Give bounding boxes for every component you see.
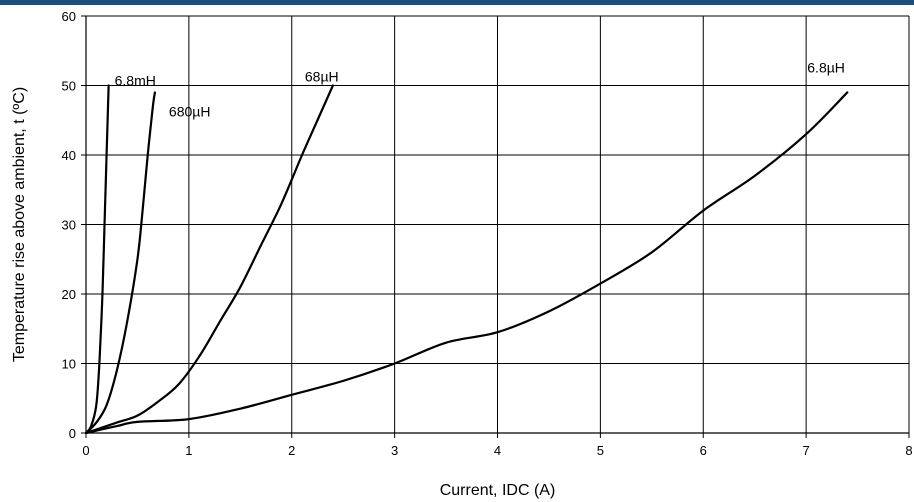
- y-tick-label: 10: [62, 357, 76, 372]
- x-tick-label: 7: [803, 443, 810, 458]
- series-line-6.8mH: [84, 84, 110, 435]
- x-tick-label: 5: [597, 443, 604, 458]
- x-tick-label: 6: [700, 443, 707, 458]
- x-tick-label: 0: [82, 443, 89, 458]
- y-tick-label: 20: [62, 287, 76, 302]
- series-label: 680µH: [169, 103, 211, 119]
- x-tick-label: 3: [391, 443, 398, 458]
- x-tick-label: 1: [185, 443, 192, 458]
- y-tick-label: 60: [62, 9, 76, 24]
- series-line-680µH: [84, 91, 157, 435]
- x-axis-title: Current, IDC (A): [440, 482, 556, 499]
- series-label: 6.8mH: [115, 73, 156, 89]
- y-tick-label: 50: [62, 79, 76, 94]
- series-label: 6.8µH: [807, 59, 845, 75]
- x-tick-label: 4: [494, 443, 501, 458]
- series-line-6.8µH: [84, 91, 849, 435]
- y-tick-label: 0: [69, 426, 76, 441]
- x-tick-label: 2: [288, 443, 295, 458]
- series-label: 68µH: [305, 69, 339, 85]
- y-tick-label: 40: [62, 148, 76, 163]
- series-line-68µH: [84, 84, 334, 435]
- y-axis-title: Temperature rise above ambient, t (ºC): [11, 87, 28, 362]
- x-tick-label: 8: [905, 443, 912, 458]
- top-bar: [0, 0, 914, 5]
- y-tick-label: 30: [62, 218, 76, 233]
